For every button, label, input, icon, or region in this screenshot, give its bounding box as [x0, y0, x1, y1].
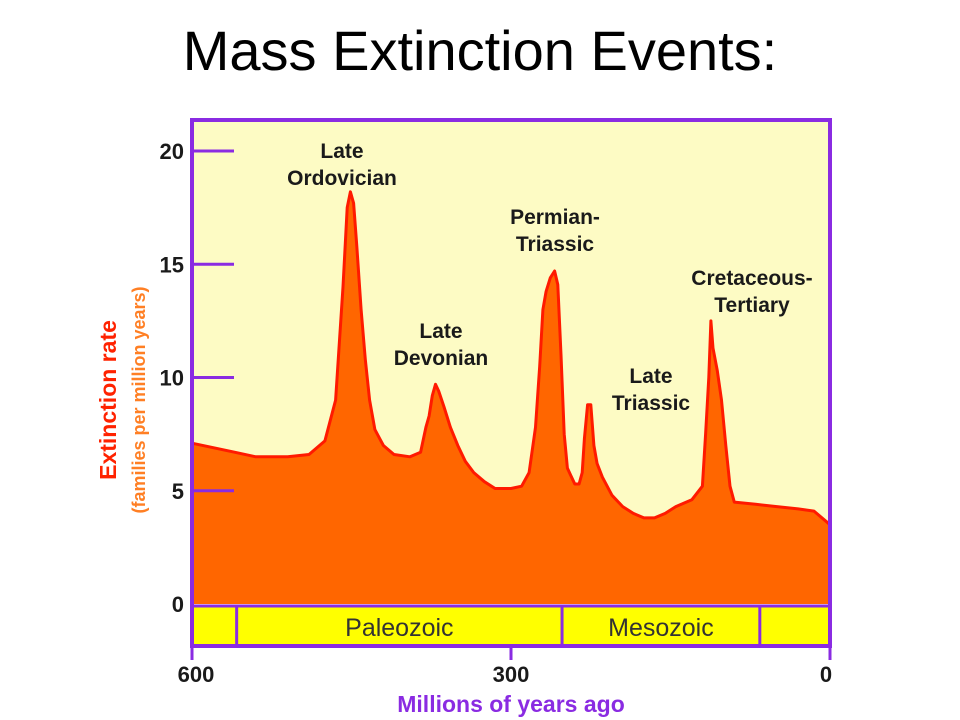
- annotation-late-triassic: Late Triassic: [612, 365, 691, 415]
- annotation-line: Devonian: [394, 347, 489, 370]
- extinction-rate-line: [191, 190, 831, 526]
- era-mesozoic: Mesozoic: [608, 614, 714, 642]
- slide-title: Mass Extinction Events:: [182, 19, 778, 82]
- annotation-line: Triassic: [516, 233, 595, 256]
- annotation-line: Late: [320, 140, 363, 163]
- annotation-line: Cretaceous-: [691, 267, 812, 290]
- era-paleozoic: Paleozoic: [345, 614, 453, 642]
- annotation-permian--triassic: Permian- Triassic: [510, 206, 600, 256]
- annotation-line: Ordovician: [287, 167, 397, 190]
- annotation-line: Tertiary: [714, 294, 790, 317]
- x-axis-title: Millions of years ago: [397, 691, 625, 717]
- annotation-line: Triassic: [612, 392, 691, 415]
- extinction-rate-area: [192, 191, 830, 605]
- annotation-late-ordovician: Late Ordovician: [287, 140, 397, 190]
- y-tick-label: 5: [172, 479, 184, 504]
- area-layer: [191, 190, 831, 605]
- y-tick-label: 15: [160, 252, 184, 277]
- annotation-late-devonian: Late Devonian: [394, 320, 489, 370]
- annotation-line: Permian-: [510, 206, 600, 229]
- era-band-fill: [192, 607, 830, 646]
- annotation-cretaceous--tertiary: Cretaceous- Tertiary: [691, 267, 812, 317]
- x-tick-label: 300: [493, 662, 530, 687]
- y-axis-title: Extinction rate: [95, 320, 121, 480]
- x-tick-label: 600: [178, 662, 215, 687]
- annotation-line: Late: [419, 320, 462, 343]
- y-tick-label: 20: [160, 139, 184, 164]
- era-band: Paleozoic Mesozoic: [192, 604, 830, 646]
- y-tick-label: 10: [160, 366, 184, 391]
- annotation-line: Late: [629, 365, 672, 388]
- y-tick-label: 0: [172, 592, 184, 617]
- annotation-layer: Late Ordovician Late Devonian Permian- Triass…: [287, 140, 813, 415]
- y-ticks: 0 5 10 15 20: [160, 139, 234, 617]
- x-tick-label: 0: [820, 662, 832, 687]
- y-axis-subtitle: (families per million years): [129, 286, 149, 513]
- x-ticks: 600 300 0: [178, 646, 832, 687]
